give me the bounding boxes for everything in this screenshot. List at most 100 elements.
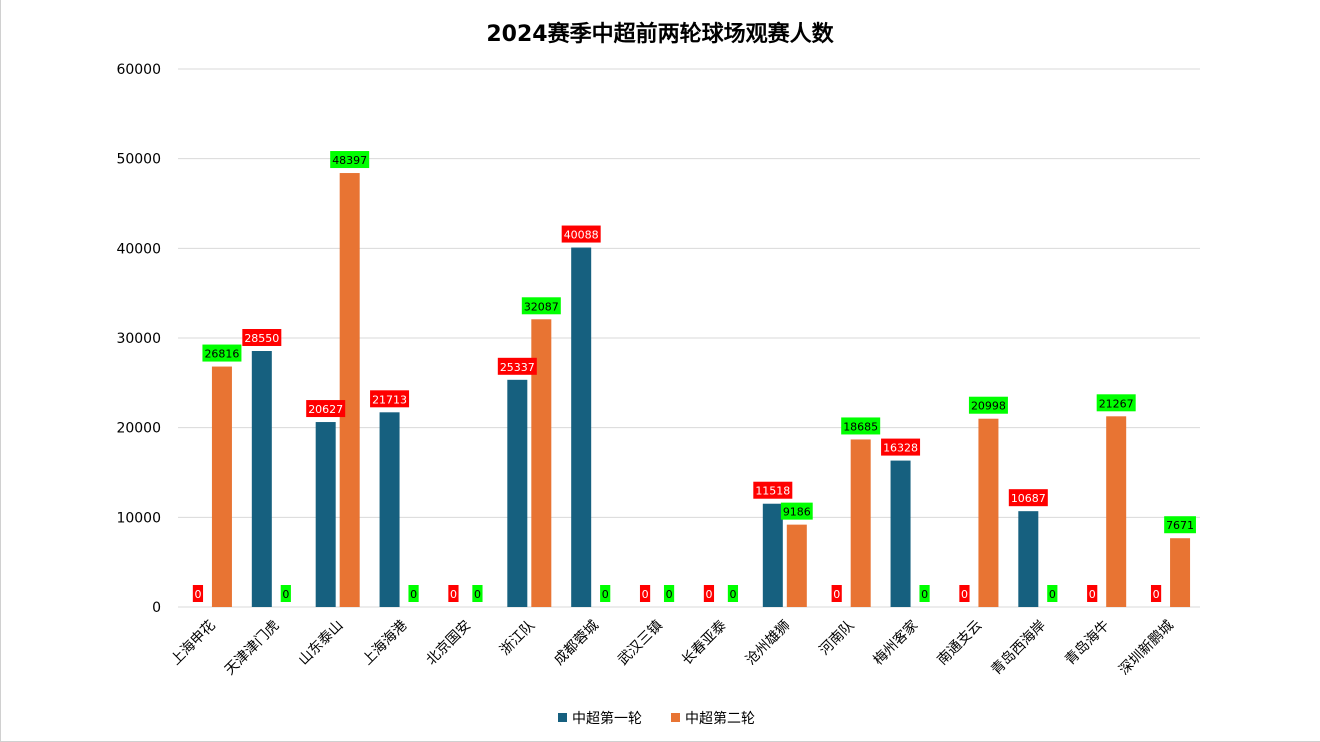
x-tick-label: 青岛西海岸 bbox=[988, 618, 1049, 679]
x-tick-label: 上海申花 bbox=[168, 618, 219, 669]
data-label-bg bbox=[1096, 394, 1136, 412]
data-label-bg bbox=[1087, 585, 1098, 602]
legend-swatch bbox=[558, 713, 567, 722]
data-label: 0 bbox=[642, 588, 649, 601]
data-label-bg bbox=[841, 417, 881, 435]
data-label: 40088 bbox=[564, 229, 599, 242]
data-label-bg bbox=[497, 357, 537, 375]
bar bbox=[315, 422, 336, 607]
data-label: 20998 bbox=[971, 400, 1006, 413]
y-tick-label: 30000 bbox=[116, 331, 161, 347]
data-label-bg bbox=[202, 344, 242, 362]
data-label-bg bbox=[727, 585, 739, 602]
data-label: 0 bbox=[1089, 588, 1096, 601]
data-label: 28550 bbox=[244, 332, 279, 345]
data-label: 0 bbox=[194, 588, 201, 601]
data-label: 0 bbox=[602, 588, 609, 601]
data-label-bg bbox=[370, 390, 410, 408]
chart-title: 2024赛季中超前两轮球场观赛人数 bbox=[486, 21, 834, 47]
data-label-bg bbox=[959, 585, 970, 602]
data-label: 48397 bbox=[332, 154, 367, 167]
legend-item[interactable]: 中超第二轮 bbox=[671, 710, 755, 727]
bar bbox=[1018, 511, 1039, 607]
data-label: 18685 bbox=[843, 420, 878, 433]
bar bbox=[211, 366, 232, 607]
data-label-bg bbox=[663, 585, 675, 602]
data-label-bg bbox=[703, 585, 715, 602]
data-label: 0 bbox=[450, 588, 457, 601]
data-label-bg bbox=[831, 585, 842, 602]
data-label: 16328 bbox=[883, 442, 918, 455]
data-labels: 0 28550 20627 21713 0 25337 40088 0 0 11518 0 16328… bbox=[192, 151, 1196, 602]
bar bbox=[531, 319, 552, 607]
data-label-bg bbox=[780, 502, 813, 520]
data-label: 0 bbox=[1049, 588, 1056, 601]
legend: 中超第一轮 中超第二轮 bbox=[558, 710, 755, 727]
data-label: 21713 bbox=[372, 393, 407, 406]
data-label-bg bbox=[306, 400, 346, 418]
x-tick-label: 青岛海牛 bbox=[1062, 618, 1113, 669]
data-label-bg bbox=[1047, 585, 1058, 602]
data-label-bg bbox=[881, 438, 921, 456]
data-label: 0 bbox=[833, 588, 840, 601]
y-axis: 0 10000 20000 30000 40000 50000 60000 bbox=[116, 62, 161, 616]
x-tick-label: 深圳新鹏城 bbox=[1116, 618, 1177, 679]
bar bbox=[762, 503, 783, 607]
data-label: 21267 bbox=[1099, 397, 1134, 410]
data-label: 0 bbox=[729, 588, 736, 601]
y-tick-label: 40000 bbox=[116, 241, 161, 257]
x-tick-label: 上海海港 bbox=[359, 618, 410, 669]
data-label-bg bbox=[919, 585, 930, 602]
data-label-bg bbox=[1008, 489, 1048, 507]
x-axis: 上海申花 天津津门虎 山东泰山 上海海港 北京国安 浙江队 成都蓉城 武汉三镇 长春亚泰 沧州雄狮… bbox=[168, 617, 1177, 679]
bar bbox=[850, 439, 871, 607]
data-label-bg bbox=[600, 585, 611, 602]
x-tick-label: 梅州客家 bbox=[870, 617, 922, 669]
data-label: 25337 bbox=[500, 361, 535, 374]
bar bbox=[890, 460, 911, 607]
data-label-bg bbox=[1150, 585, 1162, 602]
data-label-bg bbox=[639, 585, 651, 602]
data-label: 32087 bbox=[524, 300, 559, 313]
data-label: 20627 bbox=[308, 403, 343, 416]
x-tick-label: 成都蓉城 bbox=[551, 618, 602, 669]
data-label-bg bbox=[1164, 516, 1196, 534]
bar bbox=[571, 247, 592, 608]
y-tick-label: 60000 bbox=[116, 62, 161, 78]
data-label-bg bbox=[472, 585, 483, 602]
bar bbox=[507, 379, 528, 607]
bar bbox=[1170, 538, 1191, 607]
x-tick-label: 北京国安 bbox=[423, 618, 474, 669]
data-label: 26816 bbox=[204, 348, 239, 361]
bar bbox=[1106, 416, 1127, 607]
legend-item[interactable]: 中超第一轮 bbox=[558, 710, 642, 727]
data-label: 11518 bbox=[755, 485, 790, 498]
data-label: 0 bbox=[1153, 588, 1160, 601]
data-label: 10687 bbox=[1011, 492, 1046, 505]
data-label: 9186 bbox=[783, 506, 811, 519]
data-label-bg bbox=[330, 151, 370, 169]
bar bbox=[379, 412, 400, 607]
x-tick-label: 沧州雄狮 bbox=[742, 617, 794, 669]
x-tick-label: 长春亚泰 bbox=[679, 618, 730, 669]
bar bbox=[786, 524, 807, 607]
x-tick-label: 山东泰山 bbox=[296, 618, 347, 669]
data-label: 0 bbox=[705, 588, 712, 601]
data-label: 7671 bbox=[1166, 519, 1194, 532]
x-tick-label: 天津津门虎 bbox=[222, 618, 283, 679]
y-tick-label: 10000 bbox=[116, 510, 161, 526]
data-label-bg bbox=[192, 585, 204, 602]
x-tick-label: 南通支云 bbox=[934, 618, 985, 669]
data-label: 0 bbox=[410, 588, 417, 601]
legend-label: 中超第一轮 bbox=[572, 710, 642, 727]
bar bbox=[978, 418, 999, 607]
data-label-bg bbox=[280, 585, 291, 602]
data-label-bg bbox=[408, 585, 419, 602]
bar bbox=[251, 351, 272, 607]
legend-swatch bbox=[671, 713, 680, 722]
data-label-bg bbox=[521, 297, 561, 315]
data-label: 0 bbox=[282, 588, 289, 601]
bar bbox=[339, 173, 360, 608]
y-tick-label: 50000 bbox=[116, 152, 161, 168]
